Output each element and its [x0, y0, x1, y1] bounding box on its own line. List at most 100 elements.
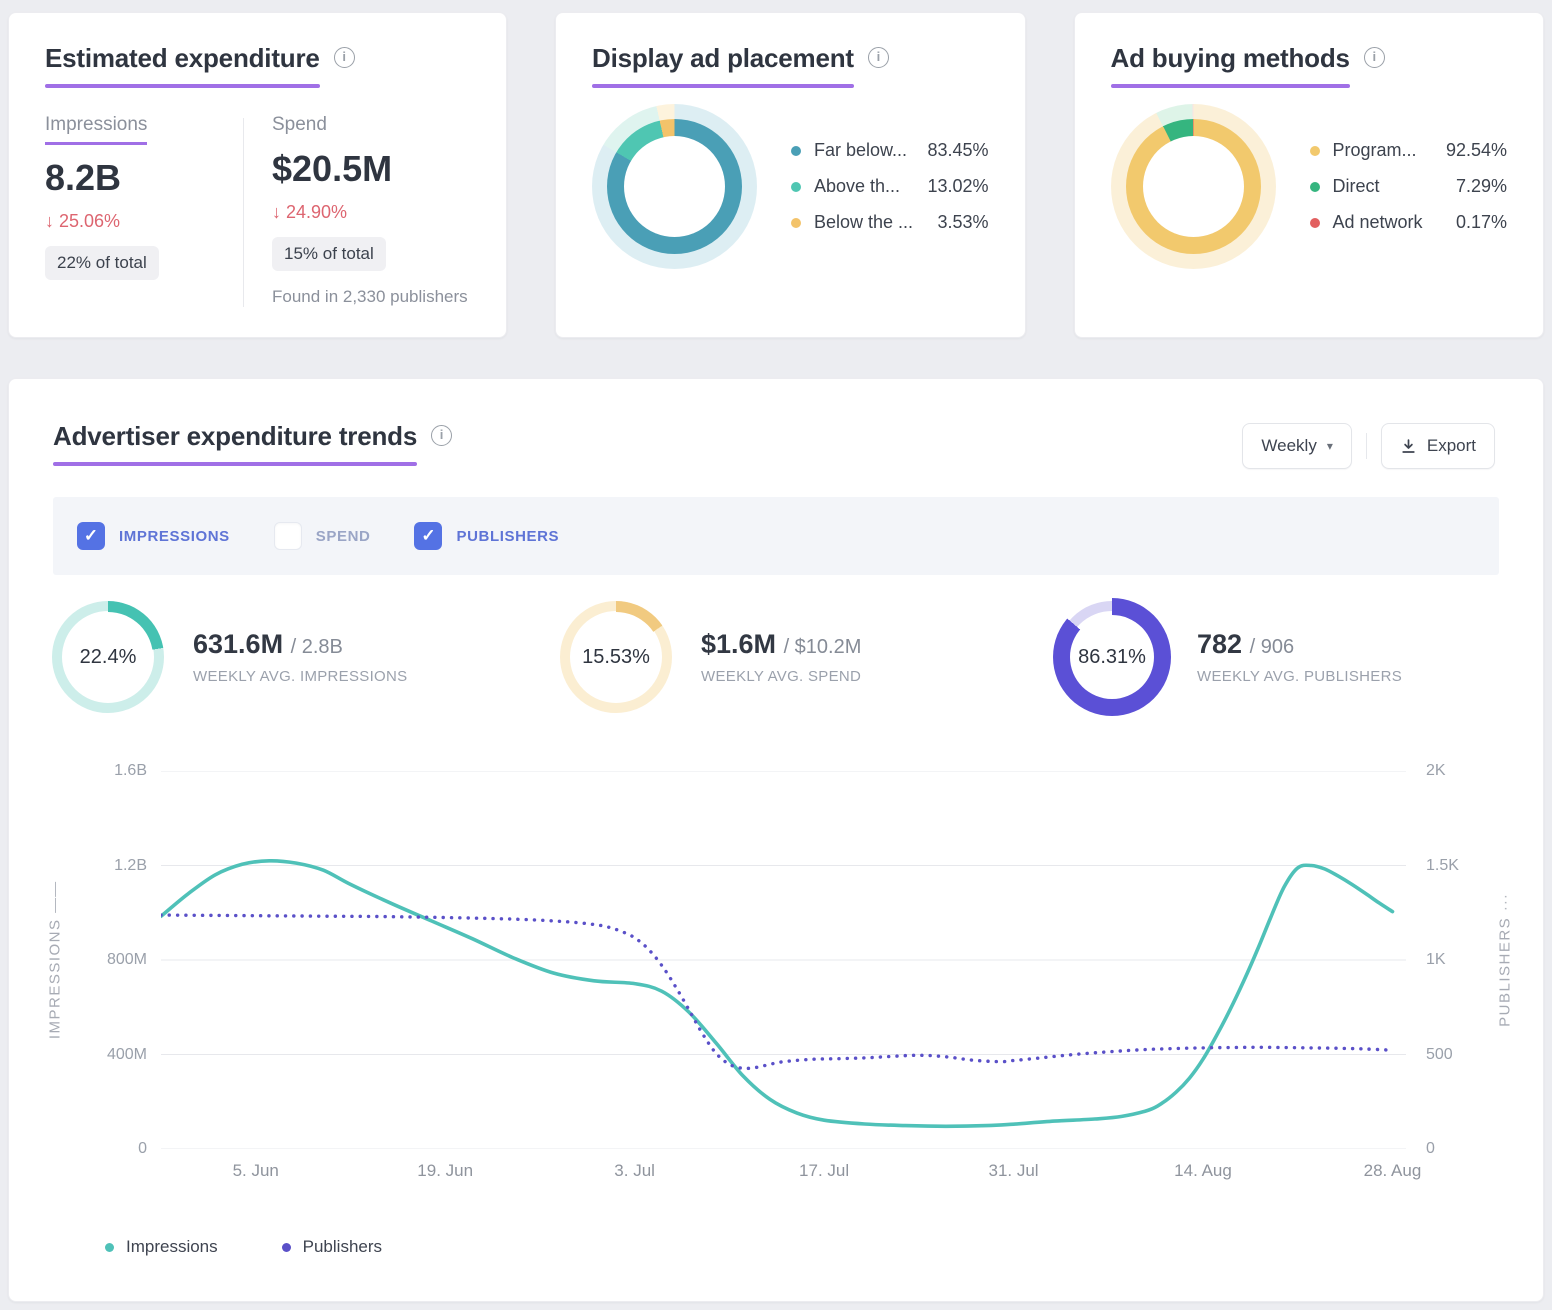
axis-tick: 400M — [106, 1045, 147, 1063]
publishers-footnote: Found in 2,330 publishers — [272, 287, 468, 306]
legend-row: Far below... 83.45% — [791, 140, 989, 161]
panel-title: Advertiser expenditure trends — [53, 421, 418, 451]
plot-canvas[interactable] — [161, 771, 1406, 1149]
title-underline — [592, 84, 854, 88]
spend-label: Spend — [272, 114, 327, 135]
stat-value: 631.6M — [193, 629, 284, 659]
axis-tick: 31. Jul — [988, 1161, 1039, 1180]
toggle-spend[interactable]: SPEND — [273, 522, 371, 550]
column-divider — [243, 118, 244, 307]
axis-tick: 3. Jul — [614, 1161, 655, 1180]
title-underline — [53, 462, 418, 466]
spend-change: ↓ 24.90% — [272, 202, 348, 222]
title-underline — [1110, 84, 1350, 88]
ad-buying-methods-card: Ad buying methods i Program... 92.54% Di… — [1073, 12, 1544, 338]
estimated-expenditure-card: Estimated expenditure i Impressions 8.2B… — [8, 12, 507, 338]
axis-tick: 14. Aug — [1174, 1161, 1232, 1180]
axis-tick: 0 — [138, 1140, 147, 1157]
card-title: Display ad placement — [592, 43, 854, 73]
legend-label: Above th... — [814, 176, 901, 196]
impressions-label: Impressions — [45, 114, 148, 145]
period-selector-dropdown[interactable]: Weekly ▾ — [1242, 423, 1352, 469]
chevron-down-icon: ▾ — [1326, 439, 1333, 453]
checkbox-unchecked[interactable] — [273, 522, 302, 550]
checkbox-checked[interactable]: ✓ — [77, 522, 105, 550]
legend-value: 92.54% — [1445, 140, 1507, 160]
title-underline — [45, 84, 320, 88]
legend-dot — [1309, 145, 1320, 156]
axis-tick: 1.5K — [1426, 856, 1459, 874]
impressions-change: ↓ 25.06% — [45, 211, 121, 231]
legend-row: Program... 92.54% — [1309, 140, 1507, 161]
legend-label: Publishers — [302, 1237, 383, 1256]
info-icon[interactable]: i — [867, 47, 889, 68]
trend-line-chart: 1.6B 1.2B 800M 400M 0 2K 1.5K 1K 500 0 I… — [9, 759, 1543, 1211]
card-title: Estimated expenditure — [45, 43, 320, 73]
stat-value: 782 — [1197, 629, 1243, 659]
legend-row: Ad network 0.17% — [1309, 212, 1507, 233]
axis-tick: 2K — [1426, 762, 1446, 779]
series-toggle-bar: ✓ IMPRESSIONS SPEND ✓ PUBLISHERS — [53, 497, 1499, 575]
legend-dot — [1309, 217, 1320, 228]
left-axis-title: IMPRESSIONS —— — [46, 880, 64, 1040]
spend-column: Spend $20.5M ↓ 24.90% 15% of total Found… — [272, 114, 470, 307]
download-icon — [1400, 438, 1417, 455]
chart-legend: Impressions Publishers — [105, 1237, 1543, 1257]
publishers-progress-donut: 86.31% — [1053, 598, 1171, 716]
legend-value: 7.29% — [1455, 176, 1507, 196]
stat-total: / 2.8B — [290, 636, 343, 658]
impressions-value: 8.2B — [45, 157, 122, 198]
checkbox-checked[interactable]: ✓ — [414, 522, 443, 550]
buying-methods-legend: Program... 92.54% Direct 7.29% Ad networ… — [1309, 140, 1507, 233]
placement-legend: Far below... 83.45% Above th... 13.02% B… — [791, 140, 989, 233]
axis-tick: 28. Aug — [1363, 1161, 1422, 1180]
toggle-label: PUBLISHERS — [456, 527, 560, 545]
legend-dot — [1309, 181, 1320, 192]
display-ad-placement-card: Display ad placement i Far below... 83.4… — [555, 12, 1026, 338]
legend-dot — [105, 1242, 114, 1252]
axis-tick: 0 — [1426, 1140, 1435, 1157]
axis-tick: 1K — [1426, 951, 1446, 968]
legend-dot — [791, 181, 801, 192]
axis-tick: 17. Jul — [799, 1161, 850, 1180]
left-axis-ticks: 1.6B 1.2B 800M 400M 0 — [9, 762, 147, 1157]
impressions-line-marker: —— — [46, 880, 64, 913]
toggle-label: SPEND — [315, 527, 371, 545]
stat-caption: WEEKLY AVG. PUBLISHERS — [1197, 668, 1403, 685]
impressions-progress-donut: 22.4% — [49, 598, 167, 716]
advertiser-expenditure-trends-panel: Advertiser expenditure trends i Weekly ▾… — [8, 378, 1544, 1302]
weekly-average-stats-row: 22.4% 631.6M / 2.8B WEEKLY AVG. IMPRESSI… — [9, 589, 1543, 725]
toggle-publishers[interactable]: ✓ PUBLISHERS — [414, 522, 559, 550]
axis-tick: 1.6B — [114, 762, 147, 779]
right-axis-title: PUBLISHERS ··· — [1496, 893, 1514, 1027]
legend-dot — [791, 217, 801, 228]
publishers-line-marker: ··· — [1496, 893, 1514, 912]
legend-item-publishers: Publishers — [281, 1237, 383, 1257]
legend-value: 83.45% — [927, 140, 989, 160]
legend-label: Direct — [1332, 176, 1380, 196]
export-button[interactable]: Export — [1380, 423, 1495, 469]
toggle-label: IMPRESSIONS — [119, 527, 230, 545]
spend-value: $20.5M — [272, 148, 393, 189]
placement-donut-chart — [592, 104, 757, 269]
info-icon[interactable]: i — [333, 47, 355, 68]
kpi-card-row: Estimated expenditure i Impressions 8.2B… — [0, 0, 1552, 338]
stat-total: / $10.2M — [783, 636, 862, 658]
legend-label: Program... — [1332, 140, 1417, 160]
stat-percent: 22.4% — [79, 645, 137, 668]
legend-row: Above th... 13.02% — [791, 176, 989, 197]
legend-label: Impressions — [126, 1237, 218, 1256]
axis-tick: 1.2B — [114, 856, 147, 874]
period-selector-value: Weekly — [1261, 436, 1317, 455]
check-icon: ✓ — [421, 526, 436, 545]
legend-dot — [791, 145, 801, 156]
axis-tick: 5. Jun — [232, 1161, 279, 1180]
stat-percent: 15.53% — [582, 645, 650, 668]
spend-progress-donut: 15.53% — [557, 598, 675, 716]
axis-tick: 19. Jun — [417, 1161, 474, 1180]
info-icon[interactable]: i — [431, 425, 453, 446]
info-icon[interactable]: i — [1363, 47, 1385, 68]
toggle-impressions[interactable]: ✓ IMPRESSIONS — [77, 522, 230, 550]
legend-row: Direct 7.29% — [1309, 176, 1507, 197]
legend-row: Below the ... 3.53% — [791, 212, 989, 233]
